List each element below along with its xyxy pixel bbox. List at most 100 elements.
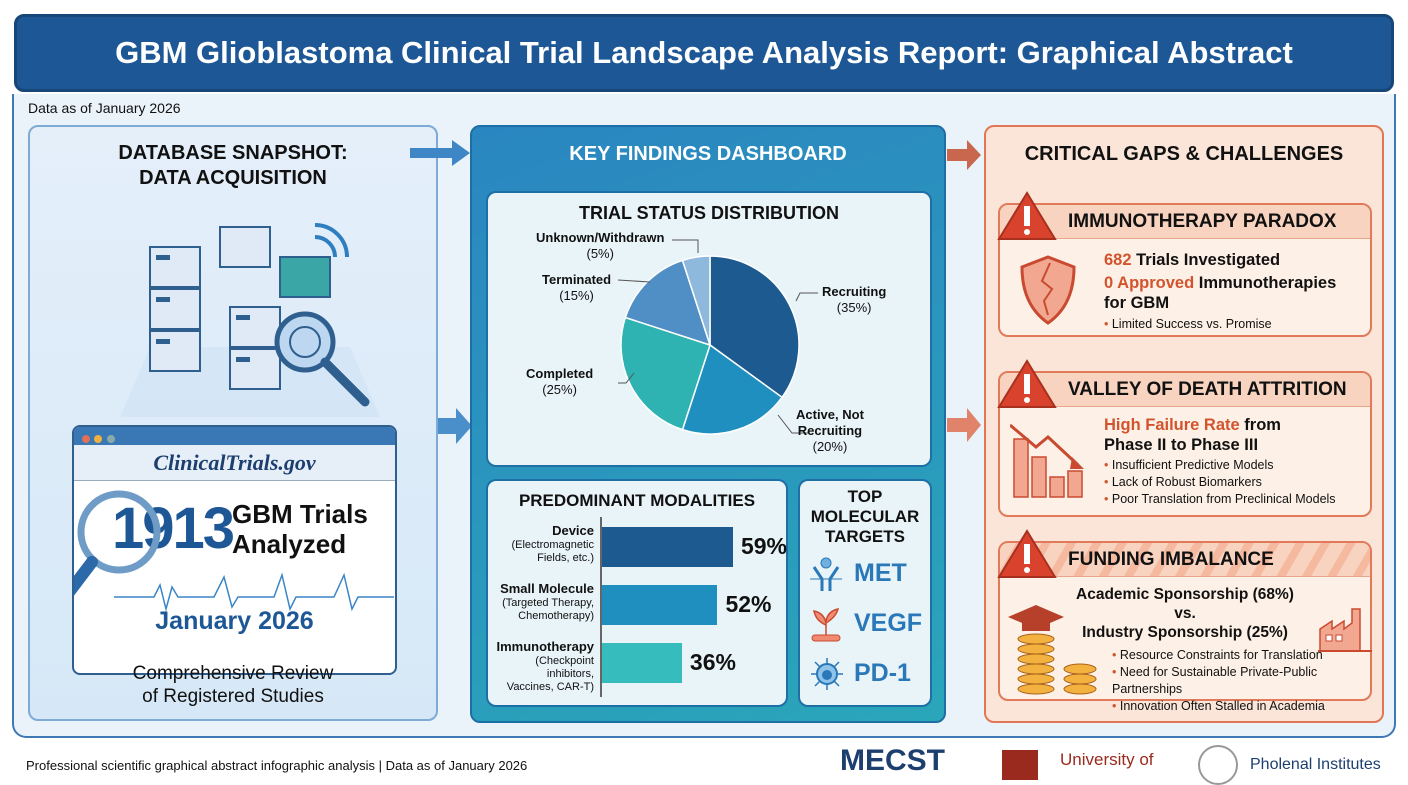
versus: vs.: [1174, 605, 1196, 622]
vessel-sprout-icon: [811, 608, 841, 642]
funding-imbalance-card: FUNDING IMBALANCE Academic Sponsorship (…: [997, 529, 1372, 713]
panel-heading: CRITICAL GAPS & CHALLENGES: [1024, 143, 1344, 165]
targets-title: TOP MOLECULAR TARGETS: [800, 487, 930, 547]
bar-title: PREDOMINANT MODALITIES: [518, 491, 756, 510]
bar-category: Small Molecule (Targeted Therapy, Chemothe…: [500, 581, 594, 623]
card-header: [1000, 205, 1370, 239]
heading-line: DATA ACQUISITION: [139, 167, 327, 189]
logo-university: University of: [1060, 750, 1154, 769]
pie-slice-completed: [620, 316, 711, 431]
bullet-item: Lack of Robust Biomarkers: [1104, 474, 1336, 491]
leader-line: [795, 292, 818, 302]
slice-label: Recruiting: [822, 284, 887, 299]
target-vegf: VEGF: [854, 609, 923, 637]
trial-label: GBM Trials Analyzed: [232, 499, 368, 559]
pie-slice-recruiting: [709, 255, 800, 399]
bullet-item: Resource Constraints for Translation: [1112, 647, 1370, 664]
bullet-list: Insufficient Predictive Models Lack of R…: [1104, 457, 1336, 508]
caption-line: of Registered Studies: [142, 686, 324, 707]
slice-label: Terminated: [542, 272, 612, 287]
card-title: FUNDING IMBALANCE: [1068, 549, 1274, 570]
factory-icon: [1318, 608, 1372, 652]
heading-line: DATABASE SNAPSHOT:: [118, 142, 348, 164]
bar-category: Device (Electromagnetic Fields, etc.): [511, 523, 594, 565]
valley-of-death-card: VALLEY OF DEATH ATTRITION High Failure R…: [997, 359, 1372, 517]
arrow-right-icon: [947, 408, 981, 442]
slice-label: Completed: [526, 366, 594, 381]
immuno-stats: 682 Trials Investigated 0 Approved Immun…: [1104, 249, 1336, 311]
page-title: GBM Glioblastoma Clinical Trial Landscap…: [115, 35, 1293, 70]
leader-line: [618, 372, 635, 384]
slice-value: (5%): [586, 246, 614, 261]
targets-title-line: TOP: [847, 487, 883, 506]
industry-share: Industry Sponsorship (25%): [1082, 624, 1288, 641]
pie-chart: [617, 239, 818, 435]
institute-seal: [1198, 745, 1238, 785]
modalities-card: PREDOMINANT MODALITIES Device (Electromag…: [486, 479, 788, 707]
receptor-icon: [810, 557, 842, 591]
database-servers-icon: [120, 223, 380, 417]
category-sub: (Targeted Therapy,: [502, 597, 594, 609]
category-name: Small Molecule: [500, 581, 594, 596]
category-sub: (Electromagnetic: [511, 539, 594, 551]
source-name: ClinicalTrials.gov: [74, 445, 395, 481]
leader-line: [672, 239, 699, 253]
arrow-right-icon: [438, 408, 472, 444]
valley-stats: High Failure Rate from Phase II to Phase…: [1104, 415, 1281, 455]
approved-count: 0 Approved: [1104, 274, 1195, 292]
card-header: [1000, 373, 1370, 407]
immunotherapy-paradox-card: IMMUNOTHERAPY PARADOX 682 Trials Investi…: [997, 191, 1372, 337]
critical-gaps-panel: CRITICAL GAPS & CHALLENGES IMMUNOTHERAPY…: [984, 125, 1384, 723]
slice-value: (20%): [812, 439, 848, 454]
pie-label-completed: Completed (25%): [526, 366, 593, 398]
pie-slice-active-not-recruiting: [681, 343, 784, 435]
academic-share: Academic Sponsorship (68%): [1076, 586, 1294, 603]
browser-window: ClinicalTrials.gov 1913 GBM Trials Analyz…: [72, 425, 397, 675]
trial-count: 1913: [112, 496, 235, 561]
caption-line: Comprehensive Review: [132, 663, 334, 684]
target-pd1: PD-1: [854, 659, 911, 687]
card-title: VALLEY OF DEATH ATTRITION: [1068, 379, 1347, 400]
footer-text: Professional scientific graphical abstra…: [26, 758, 528, 773]
warning-icon: [997, 359, 1057, 408]
bullet-list: Limited Success vs. Promise: [1104, 316, 1272, 333]
immune-cell-icon: [811, 658, 843, 690]
bullet-item: Poor Translation from Preclinical Models: [1104, 491, 1336, 508]
category-name: Immunotherapy: [496, 639, 594, 654]
bar-value-label: 36%: [689, 649, 736, 675]
snapshot-date: January 2026: [155, 607, 314, 635]
highlight: High Failure Rate: [1104, 416, 1240, 434]
bar-value-label: 59%: [740, 533, 788, 559]
bar-value-label: 52%: [725, 591, 772, 617]
trial-status-card: TRIAL STATUS DISTRIBUTION Unknown/Withdr…: [486, 191, 932, 467]
bullet-item: Insufficient Predictive Models: [1104, 457, 1336, 474]
graduation-cap-coins-icon: [1008, 605, 1097, 695]
targets-title-line: MOLECULAR: [810, 507, 920, 526]
category-sub: Chemotherapy): [518, 610, 594, 622]
category-sub: Vaccines, CAR-T): [506, 681, 594, 693]
arrow-right-icon: [410, 140, 470, 166]
trial-count: 682: [1104, 251, 1132, 269]
title-bar: GBM Glioblastoma Clinical Trial Landscap…: [14, 14, 1394, 92]
bar: [602, 527, 733, 567]
database-snapshot-panel: DATABASE SNAPSHOT: DATA ACQUISITION Clin…: [28, 125, 438, 721]
data-as-of: Data as of January 2026: [28, 100, 181, 116]
panel-heading: KEY FINDINGS DASHBOARD: [569, 143, 847, 165]
pie-title: TRIAL STATUS DISTRIBUTION: [579, 203, 839, 223]
slice-value: (25%): [542, 382, 577, 397]
target-met: MET: [854, 559, 907, 587]
stat-text: Phase II to Phase III: [1104, 436, 1259, 454]
card-header: [1000, 543, 1370, 577]
logo-institute: Pholenal Institutes: [1250, 756, 1381, 773]
slice-value: (35%): [836, 300, 872, 315]
category-name: Device: [552, 523, 594, 538]
bar-category: Immunotherapy (Checkpoint inhibitors, Vacc…: [488, 639, 594, 694]
stat-text: Immunotherapies: [1194, 274, 1337, 292]
stat-text: for GBM: [1104, 294, 1170, 312]
arrow-right-icon: [947, 140, 981, 170]
pie-slice-unknown-withdrawn: [681, 255, 711, 346]
logo-mecst: MECST: [840, 744, 945, 777]
category-sub: Fields, etc.): [537, 552, 594, 564]
category-sub: (Checkpoint inhibitors,: [535, 655, 594, 680]
targets-title-line: TARGETS: [825, 527, 905, 546]
